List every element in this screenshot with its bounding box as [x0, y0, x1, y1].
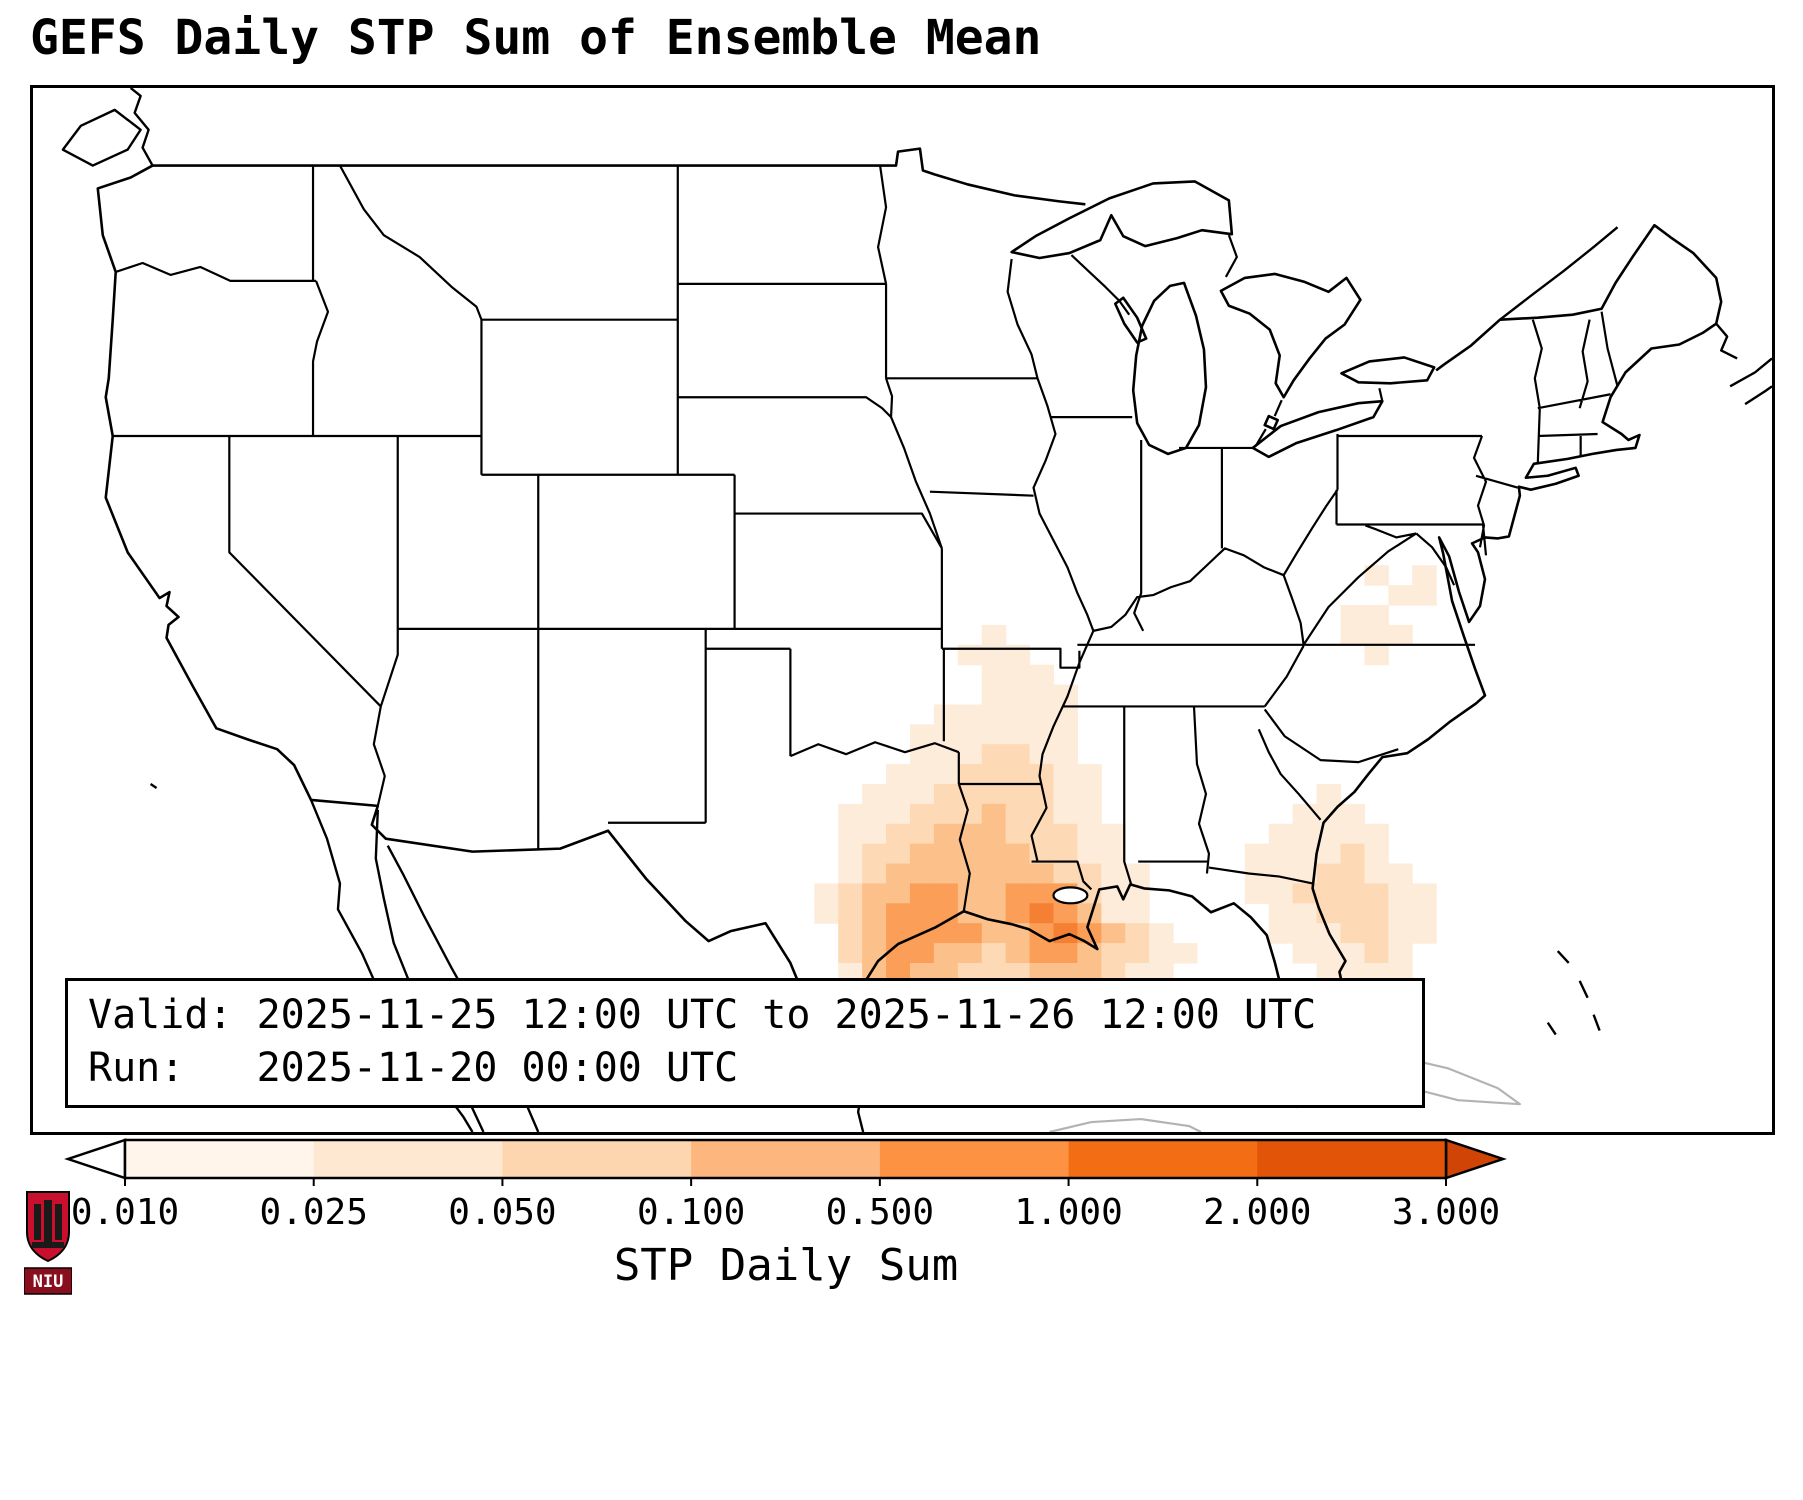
colorbar-tick-label: 0.100: [636, 1192, 746, 1233]
colorbar-tick-labels: 0.010 0.025 0.050 0.100 0.500 1.000 2.000 3.000: [0, 1192, 1803, 1233]
niu-castle-icon: [32, 1200, 64, 1248]
colorbar-label: STP Daily Sum: [613, 1240, 959, 1291]
niu-logo: NIU: [24, 1191, 72, 1295]
colorbar-tick-label: 0.010: [70, 1192, 180, 1233]
colorbar-tick-label: 2.000: [1203, 1192, 1312, 1233]
chart-title: GEFS Daily STP Sum of Ensemble Mean: [30, 10, 1042, 66]
valid-time-text: Valid: 2025-11-25 12:00 UTC to 2025-11-2…: [88, 992, 1317, 1039]
info-box: Valid: 2025-11-25 12:00 UTC to 2025-11-2…: [65, 978, 1425, 1108]
lake-pontchartrain: [1052, 886, 1089, 905]
colorbar-tick-label: 0.050: [448, 1192, 557, 1233]
colorbar-tick-label: 1.000: [1014, 1192, 1123, 1233]
run-time-text: Run: 2025-11-20 00:00 UTC: [88, 1045, 739, 1092]
colorbar-tick-label: 0.025: [259, 1192, 368, 1233]
us-map: [61, 88, 1772, 1132]
great-lakes: [1010, 180, 1436, 459]
map-canvas: Valid: 2025-11-25 12:00 UTC to 2025-11-2…: [30, 85, 1775, 1135]
niu-banner-text: NIU: [33, 1272, 64, 1292]
colorbar-tick-label: 0.500: [825, 1192, 935, 1233]
state-borders: [112, 165, 1619, 912]
colorbar-tick-label: 3.000: [1391, 1192, 1501, 1233]
canada-border: [152, 147, 1086, 206]
niu-banner: [24, 1267, 72, 1295]
colorbar: [64, 1138, 1507, 1186]
